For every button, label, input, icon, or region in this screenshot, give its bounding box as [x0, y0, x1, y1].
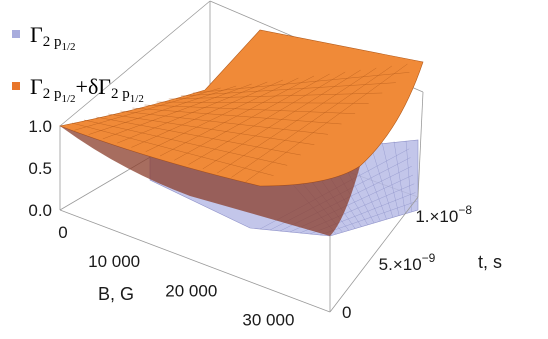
mesh-line: [132, 107, 342, 125]
mesh-line: [84, 119, 288, 166]
legend-delta-sub: 2 p: [43, 86, 62, 102]
legend-delta-plus: +δΓ: [76, 74, 112, 99]
surface-gamma-plus-delta: [58, 29, 424, 236]
surface-delta-patch: [58, 29, 424, 187]
z-tick-label: 0.0: [28, 201, 52, 220]
x-axis-ticks: 0 10 000 20 000 30 000: [58, 223, 294, 329]
mesh-line: [96, 116, 301, 156]
x-axis-label: B, G: [98, 284, 134, 304]
y-axis-ticks: 0 5.×10−9 1.×10−8: [342, 203, 472, 322]
legend-gamma-main: Γ: [30, 22, 43, 47]
y-tick-label: 0: [342, 303, 351, 322]
legend-gamma-sub: 2 p: [43, 34, 62, 50]
x-tick-label: 30 000: [242, 310, 294, 329]
x-tick-label: 10 000: [88, 252, 140, 271]
mesh-line: [319, 201, 417, 236]
mesh-line: [144, 104, 356, 114]
mesh-line: [108, 113, 315, 145]
mesh-line: [168, 92, 383, 100]
y-tick-label: 5.×10−9: [379, 251, 436, 274]
mesh-line: [192, 72, 410, 94]
y-tick-label: 1.×10−8: [415, 203, 472, 226]
mesh-line: [156, 101, 369, 104]
mesh-line: [72, 122, 274, 176]
legend-entry-gamma-plus-delta: Γ2 p1/2+δΓ2 p1/2: [30, 74, 144, 105]
x-tick-label: 20 000: [165, 281, 217, 300]
z-tick-label: 0.5: [28, 159, 52, 178]
x-tick-label: 0: [58, 223, 67, 242]
mesh-line: [180, 82, 396, 97]
legend-delta-subsub2: 1/2: [130, 93, 144, 105]
z-axis-ticks: 0.0 0.5 1.0: [28, 117, 52, 220]
mesh-line: [405, 140, 412, 212]
legend-delta-subsub: 1/2: [61, 93, 75, 105]
legend-swatch-gamma-plus-delta: [12, 82, 20, 90]
legend-delta-sub2: 2 p: [111, 86, 130, 102]
z-tick-label: 1.0: [28, 117, 52, 136]
mesh-line: [393, 141, 406, 214]
legend-entry-gamma: Γ2 p1/2: [30, 22, 76, 53]
mesh-line: [369, 142, 394, 218]
legend-delta-main: Γ: [30, 74, 43, 99]
legend-gamma-subsub: 1/2: [61, 41, 75, 53]
legend: Γ2 p1/2 Γ2 p1/2+δΓ2 p1/2: [12, 22, 144, 105]
mesh-line: [381, 142, 400, 216]
surface-delta-front-shade: [60, 126, 360, 236]
mesh-line: [120, 110, 328, 135]
y-axis-label: t, s: [478, 252, 502, 272]
legend-swatch-gamma: [12, 30, 20, 38]
bounding-box-front: [59, 91, 424, 313]
surface-delta-grid: [72, 63, 410, 182]
